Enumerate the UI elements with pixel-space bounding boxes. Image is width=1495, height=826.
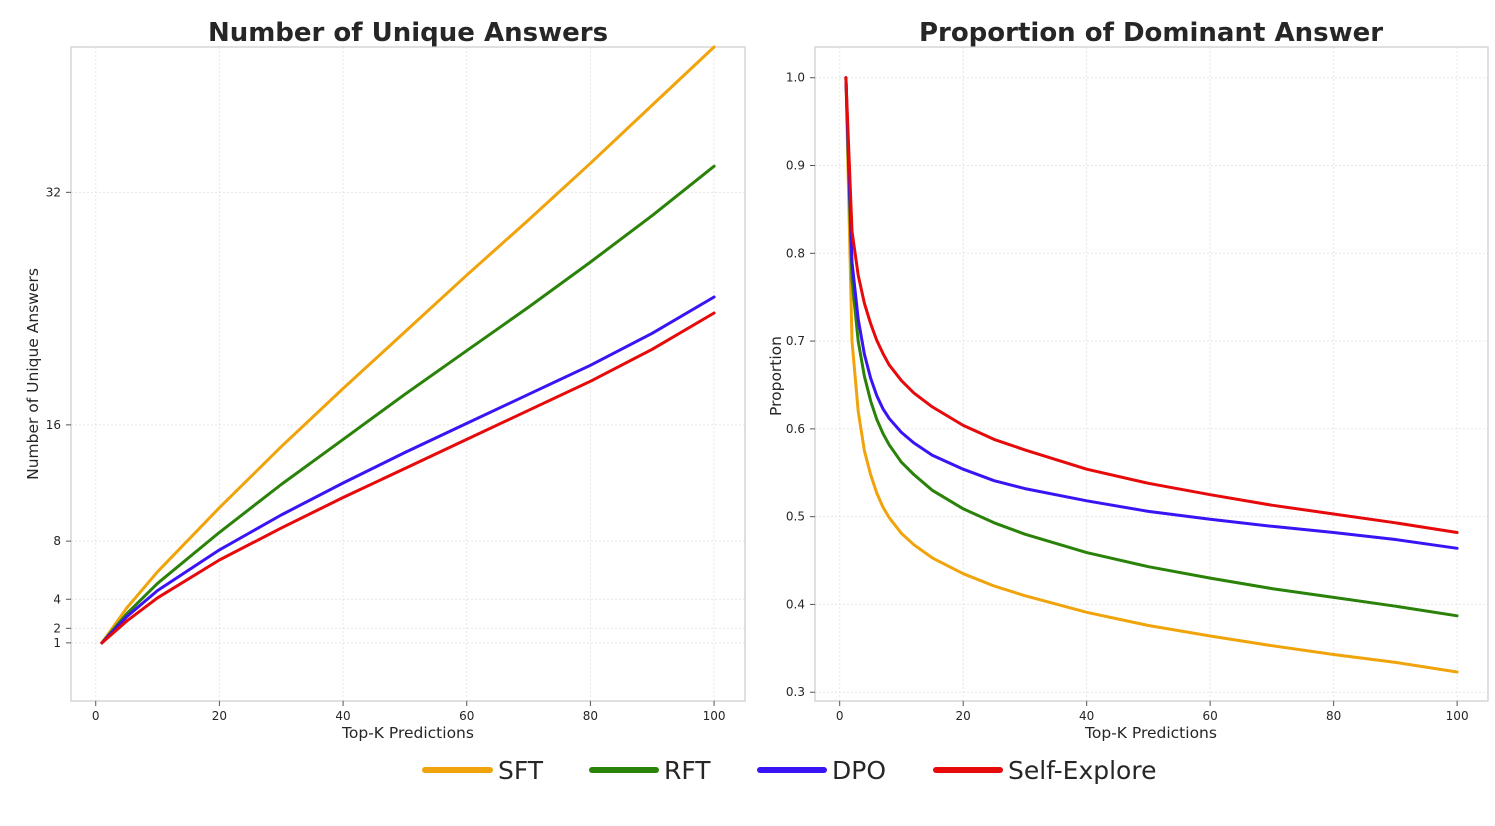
x-tick-label: 80 xyxy=(583,709,598,723)
x-tick-label: 0 xyxy=(836,709,844,723)
x-ticks-proportion: 0 20 40 60 80 100 xyxy=(836,701,1469,723)
y-axis-label-proportion: Proportion xyxy=(767,336,785,416)
series-line-self-explore xyxy=(100,311,716,645)
y-tick-label: 0.8 xyxy=(786,246,805,260)
legend-label-sft: SFT xyxy=(498,756,544,785)
legend-label-self-explore: Self-Explore xyxy=(1008,756,1156,785)
grid-lines-unique xyxy=(71,47,745,701)
y-tick-label: 0.5 xyxy=(786,510,805,524)
chart-title-dominant-proportion: Proportion of Dominant Answer xyxy=(919,18,1383,48)
grid-lines-proportion xyxy=(815,47,1488,701)
y-tick-label: 0.4 xyxy=(786,597,805,611)
y-tick-label: 2 xyxy=(53,621,61,635)
series-line-rft xyxy=(844,76,1459,618)
panel-dominant-proportion: Proportion of Dominant Answer 0 20 40 60 80 1… xyxy=(767,18,1489,742)
y-tick-label: 1 xyxy=(53,636,61,650)
x-tick-label: 80 xyxy=(1326,709,1341,723)
x-tick-label: 20 xyxy=(212,709,227,723)
series-line-sft xyxy=(844,76,1459,674)
series-line-self-explore xyxy=(844,76,1459,534)
series-line-sft xyxy=(100,45,716,645)
y-tick-label: 16 xyxy=(46,418,61,432)
x-tick-label: 100 xyxy=(703,709,726,723)
series-line-rft xyxy=(100,164,716,645)
series-line-dpo xyxy=(844,76,1459,550)
x-tick-label: 0 xyxy=(92,709,100,723)
x-tick-label: 60 xyxy=(1203,709,1218,723)
y-ticks-unique: 12 4 8 16 32 xyxy=(46,185,71,650)
y-tick-label: 0.7 xyxy=(786,334,805,348)
x-ticks-unique: 0 20 40 60 80 100 xyxy=(92,701,726,723)
x-tick-label: 40 xyxy=(1079,709,1094,723)
series-lines-proportion xyxy=(844,76,1459,674)
plot-frame-proportion xyxy=(814,46,1489,702)
legend-label-dpo: DPO xyxy=(832,756,886,785)
series-line-dpo xyxy=(100,295,716,645)
x-axis-label-unique: Top-K Predictions xyxy=(341,724,474,742)
x-tick-label: 60 xyxy=(459,709,474,723)
legend: SFT RFT DPO Self-Explore xyxy=(422,756,1156,785)
series-lines-unique xyxy=(100,45,716,645)
y-tick-label: 0.6 xyxy=(786,422,805,436)
x-tick-label: 40 xyxy=(335,709,350,723)
x-axis-label-proportion: Top-K Predictions xyxy=(1084,724,1217,742)
y-tick-label: 1.0 xyxy=(786,71,805,85)
y-tick-label: 4 xyxy=(53,592,61,606)
panel-unique-answers: Number of Unique Answers 0 20 40 60 80 100 12… xyxy=(24,18,746,742)
legend-label-rft: RFT xyxy=(664,756,711,785)
x-tick-label: 20 xyxy=(956,709,971,723)
y-axis-label-unique: Number of Unique Answers xyxy=(24,268,42,480)
chart-title-unique-answers: Number of Unique Answers xyxy=(208,18,608,48)
y-tick-label: 0.9 xyxy=(786,159,805,173)
y-ticks-proportion: 0.3 0.4 0.5 0.6 0.7 0.8 0.9 1.0 xyxy=(786,71,815,699)
y-tick-label: 8 xyxy=(53,534,61,548)
plot-frame-unique xyxy=(70,46,746,702)
x-tick-label: 100 xyxy=(1446,709,1469,723)
y-tick-label: 0.3 xyxy=(786,685,805,699)
y-tick-label: 32 xyxy=(46,185,61,199)
